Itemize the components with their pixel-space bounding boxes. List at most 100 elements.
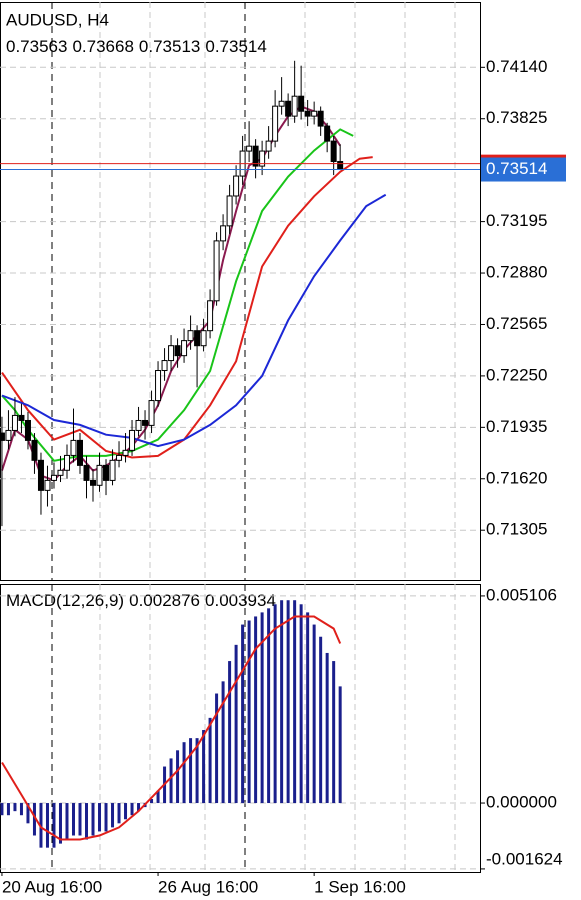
candle-body bbox=[220, 225, 227, 242]
candle-body bbox=[317, 110, 324, 127]
macd-bar bbox=[208, 717, 212, 804]
candle-body bbox=[298, 95, 305, 112]
x-tick-label: 26 Aug 16:00 bbox=[158, 877, 258, 896]
candle-body bbox=[161, 360, 168, 372]
candle-body bbox=[337, 161, 344, 171]
candle-body bbox=[129, 429, 136, 451]
x-tick-label: 1 Sep 16:00 bbox=[314, 877, 406, 896]
candle-body bbox=[77, 439, 83, 466]
candle-body bbox=[155, 370, 162, 402]
y-tick-label: 0.005106 bbox=[486, 585, 557, 604]
macd-value: 0.002876 bbox=[129, 591, 200, 610]
macd-bar bbox=[6, 803, 10, 816]
macd-bar bbox=[98, 803, 102, 832]
macd-bar bbox=[150, 798, 154, 804]
candle-body bbox=[90, 479, 97, 486]
macd-bar bbox=[234, 644, 238, 804]
candle-body bbox=[246, 145, 253, 152]
candle-body bbox=[181, 340, 188, 357]
candle-body bbox=[5, 429, 12, 441]
candle-body bbox=[135, 419, 142, 431]
macd-bar bbox=[78, 803, 82, 836]
candle-body bbox=[148, 400, 155, 426]
macd-bar bbox=[241, 624, 245, 804]
macd-bar bbox=[312, 624, 316, 804]
chart-title: AUDUSD, H4 bbox=[6, 10, 109, 29]
macd-bar bbox=[280, 600, 284, 804]
candle-body bbox=[252, 145, 259, 167]
macd-bar bbox=[26, 803, 30, 824]
candle-body bbox=[187, 330, 194, 342]
candle-body bbox=[50, 474, 57, 481]
macd-bar bbox=[13, 803, 17, 812]
candle-body bbox=[57, 469, 64, 476]
low: 0.73513 bbox=[139, 37, 200, 56]
macd-bar bbox=[228, 661, 232, 804]
candle-body bbox=[291, 95, 298, 117]
y-tick-label: 0.71305 bbox=[486, 520, 547, 539]
candle-body bbox=[226, 195, 233, 227]
macd-bar bbox=[221, 681, 225, 804]
candle-body bbox=[200, 330, 207, 347]
candle-body bbox=[96, 464, 103, 486]
macd-bar bbox=[299, 604, 303, 804]
macd-bar bbox=[182, 742, 186, 804]
candle-body bbox=[233, 175, 240, 197]
moving-average bbox=[1, 128, 354, 462]
macd-bar bbox=[111, 803, 115, 828]
y-tick-label: -0.001624 bbox=[486, 849, 563, 868]
open: 0.73563 bbox=[6, 37, 67, 56]
candle-body bbox=[24, 419, 31, 441]
candle-body bbox=[103, 464, 110, 481]
macd-title: MACD(12,26,9) bbox=[6, 591, 124, 610]
frame bbox=[0, 2, 481, 873]
candle-body bbox=[37, 459, 44, 491]
macd-bar bbox=[267, 608, 271, 804]
candle-body bbox=[174, 345, 181, 357]
y-tick-label: 0.72565 bbox=[486, 314, 547, 333]
candle-body bbox=[11, 414, 18, 431]
macd-bar bbox=[39, 803, 43, 848]
macd-bar bbox=[117, 803, 121, 824]
macd-bar bbox=[254, 616, 258, 804]
price-label: 0.73514 bbox=[486, 159, 547, 178]
candle-body bbox=[259, 150, 266, 167]
candle-body bbox=[70, 439, 77, 456]
macd-bar bbox=[19, 803, 23, 816]
candle-body bbox=[213, 240, 220, 302]
macd-frame bbox=[0, 584, 481, 873]
macd-bar bbox=[85, 803, 89, 840]
candle-body bbox=[18, 414, 25, 421]
macd-bar bbox=[319, 636, 323, 804]
macd-bar bbox=[260, 612, 264, 804]
macd-bar bbox=[58, 803, 62, 844]
ohlc-header: 0.73563 0.73668 0.73513 0.73514 bbox=[6, 37, 267, 56]
macd-bar bbox=[71, 803, 75, 836]
candle-body bbox=[83, 464, 90, 481]
candle-body bbox=[142, 419, 149, 426]
macd-bar bbox=[32, 803, 36, 836]
macd-bar bbox=[176, 750, 180, 804]
macd-bar bbox=[130, 803, 134, 816]
x-tick-label: 20 Aug 16:00 bbox=[2, 877, 102, 896]
macd-bar bbox=[215, 693, 219, 804]
candle-body bbox=[265, 140, 272, 152]
macd-bar bbox=[332, 661, 336, 804]
candle-body bbox=[272, 105, 279, 142]
y-tick-label: 0.000000 bbox=[486, 793, 557, 812]
candle-body bbox=[330, 140, 337, 163]
macd-bar bbox=[195, 738, 199, 804]
main-frame bbox=[0, 2, 481, 581]
macd-bar bbox=[91, 803, 95, 836]
moving-average bbox=[1, 156, 373, 459]
candle-body bbox=[285, 100, 292, 117]
candle-body bbox=[31, 439, 38, 461]
macd-bar bbox=[169, 758, 173, 804]
macd-bar bbox=[306, 612, 310, 804]
signal-value: 0.003934 bbox=[205, 591, 276, 610]
candle-body bbox=[324, 125, 331, 142]
signal-line bbox=[1, 615, 342, 841]
candle-body bbox=[63, 454, 70, 471]
y-tick-label: 0.72880 bbox=[486, 263, 547, 282]
